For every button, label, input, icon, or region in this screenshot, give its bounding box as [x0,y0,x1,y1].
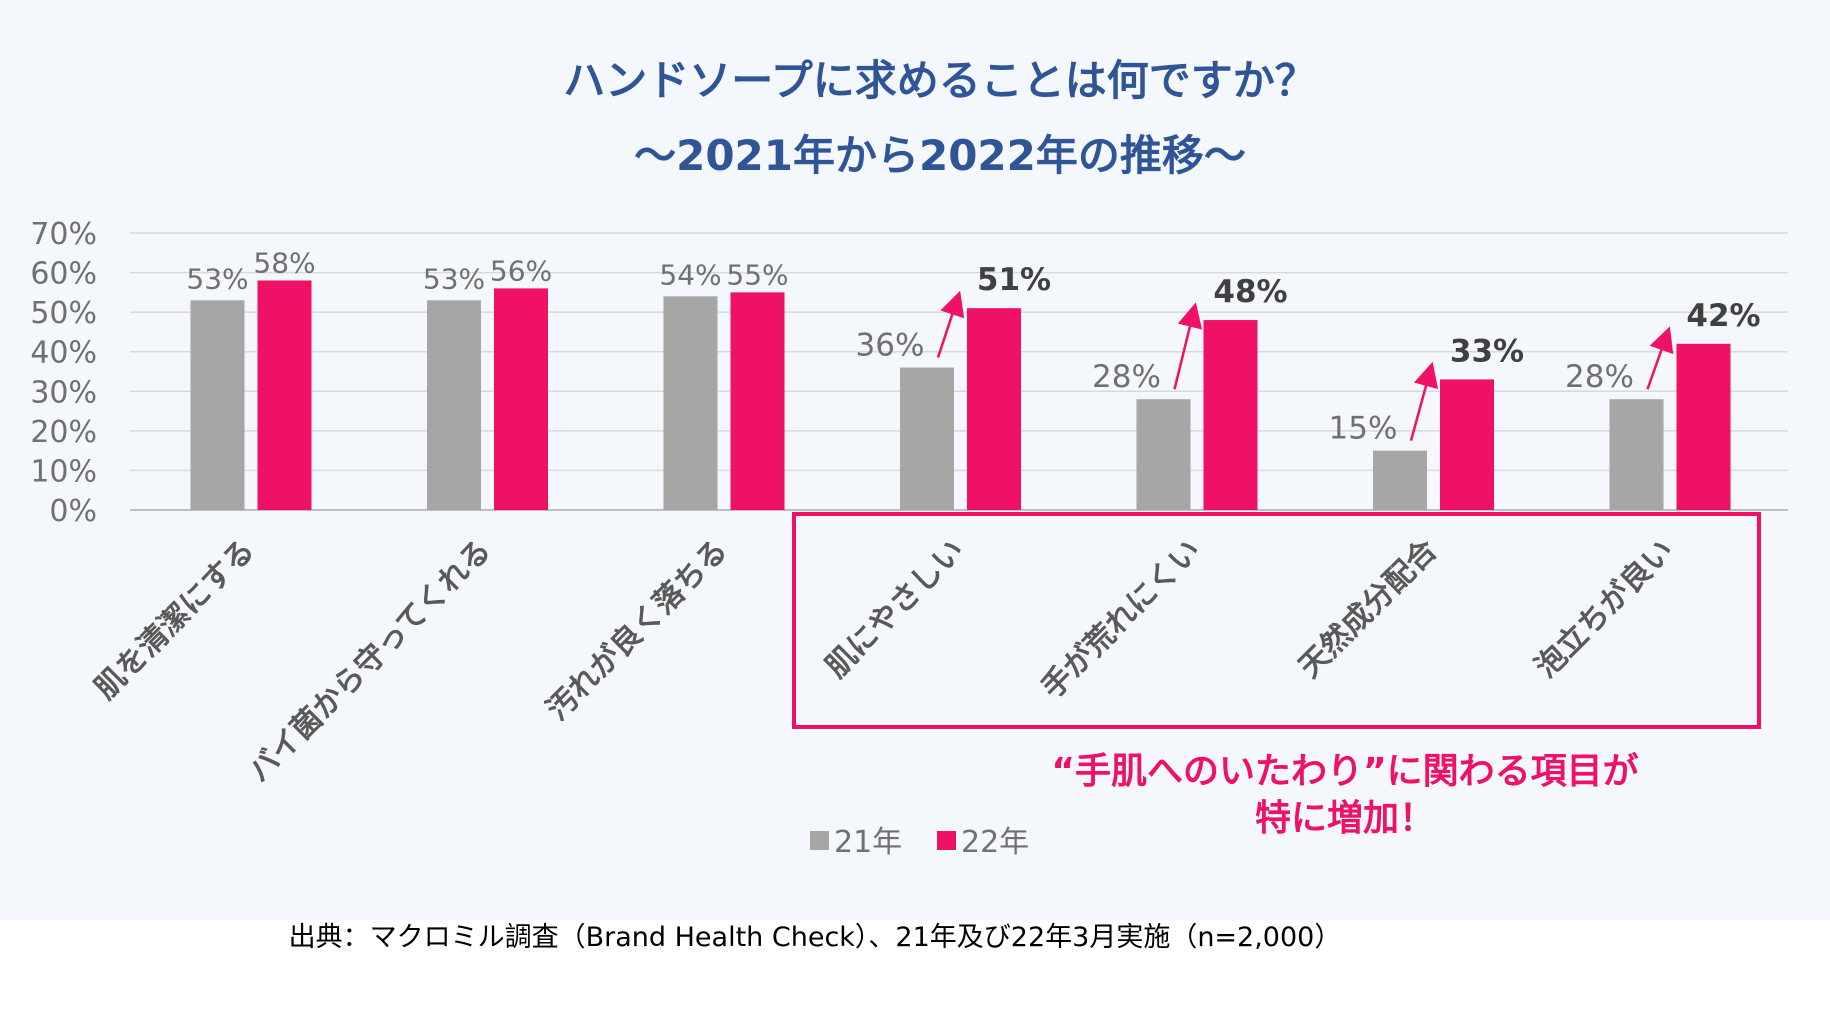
bar-21 [900,367,954,510]
data-labels: 53% 58% 53% 56% 54% 55%36%51%28%48%15%33%28%4… [186,246,1760,446]
increase-arrow [1173,302,1203,390]
bar-21 [663,296,718,510]
data-label-22: 33% [1450,333,1524,369]
chart-title: ハンドソープに求めることは何ですか？ [563,56,1316,105]
y-tick-label: 60% [30,257,97,292]
bar-21 [427,300,481,510]
highlight-box [792,512,1761,729]
increase-arrow [936,290,965,358]
legend-swatch-22 [937,831,956,850]
data-label-22: 42% [1686,298,1760,334]
legend-label-22: 22年 [961,825,1029,860]
annotation-line-1: “手肌へのいたわり”に関わる項目が [1051,751,1638,792]
chart-subtitle: ～2021年から2022年の推移～ [634,131,1246,180]
source-note: 出典：マクロミル調査（Brand Health Check）、21年及び22年3… [289,922,1342,953]
data-label-22: 51% [977,262,1051,298]
y-tick-label: 20% [30,415,97,450]
data-label-21: 15% [1329,411,1398,447]
y-tick-label: 70% [30,217,97,252]
bar-22 [1203,320,1258,510]
data-label-21: 53% [423,262,485,295]
data-label-21: 53% [186,262,248,295]
bar-22 [257,280,312,510]
bar-22 [730,292,785,510]
data-label-22: 56% [490,254,552,287]
increase-arrow [1409,361,1439,441]
bar-21 [190,300,245,510]
bar-21 [1136,399,1191,510]
data-label-21: 36% [856,328,925,364]
y-tick-label: 30% [30,375,97,410]
data-label-22: 48% [1213,274,1287,310]
bars [190,280,1731,510]
data-label-22: 55% [726,258,788,291]
annotation-line-2: 特に増加！ [1255,798,1435,839]
bar-22 [1440,379,1494,510]
legend: 21年 22年 [810,825,1029,860]
data-label-21: 28% [1092,359,1161,395]
data-label-22: 58% [253,246,315,279]
y-tick-label: 10% [30,454,97,489]
bar-21 [1609,399,1664,510]
bar-22 [494,288,548,510]
bar-22 [1676,343,1731,510]
data-label-21: 28% [1565,359,1634,395]
data-label-21: 54% [659,258,721,291]
y-axis-ticks: 0% 10% 20% 30% 40% 50% 60% 70% [30,217,97,529]
increase-arrows [936,290,1674,441]
y-tick-label: 0% [49,494,97,529]
bar-21 [1373,450,1427,510]
y-tick-label: 40% [30,336,97,371]
legend-swatch-21 [810,831,829,850]
bar-22 [967,308,1021,510]
y-tick-label: 50% [30,296,97,331]
legend-label-21: 21年 [834,825,902,860]
increase-arrow [1646,326,1674,390]
